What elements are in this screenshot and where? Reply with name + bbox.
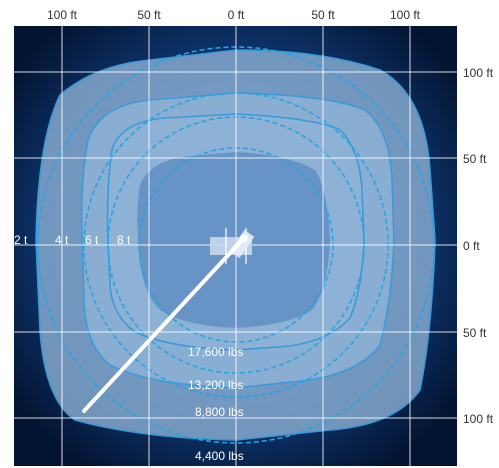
boom-pivot	[240, 234, 248, 242]
ton-label-6t: 6 t	[85, 233, 99, 247]
top-axis-label-100-left: 100 ft	[47, 8, 78, 22]
right-axis-label-50-top: 50 ft	[463, 152, 487, 166]
ton-label-2t: 2 t	[14, 233, 28, 247]
crane-boom	[82, 236, 246, 413]
load-label-13200: 13,200 lbs	[188, 378, 243, 392]
right-axis-label-0: 0 ft	[463, 239, 480, 253]
right-axis-label-100-top: 100 ft	[463, 66, 494, 80]
right-axis-label-50-bottom: 50 ft	[463, 326, 487, 340]
top-axis-label-50-right: 50 ft	[311, 8, 335, 22]
load-label-8800: 8,800 lbs	[195, 405, 244, 419]
top-axis-label-50-left: 50 ft	[137, 8, 161, 22]
top-axis-label-100-right: 100 ft	[390, 8, 421, 22]
ton-label-8t: 8 t	[117, 233, 131, 247]
load-label-17600: 17,600 lbs	[188, 345, 243, 359]
right-axis-label-100-bottom: 100 ft	[463, 412, 494, 426]
top-axis-label-0: 0 ft	[228, 8, 245, 22]
ton-label-4t: 4 t	[55, 233, 69, 247]
load-label-4400: 4,400 lbs	[195, 449, 244, 463]
